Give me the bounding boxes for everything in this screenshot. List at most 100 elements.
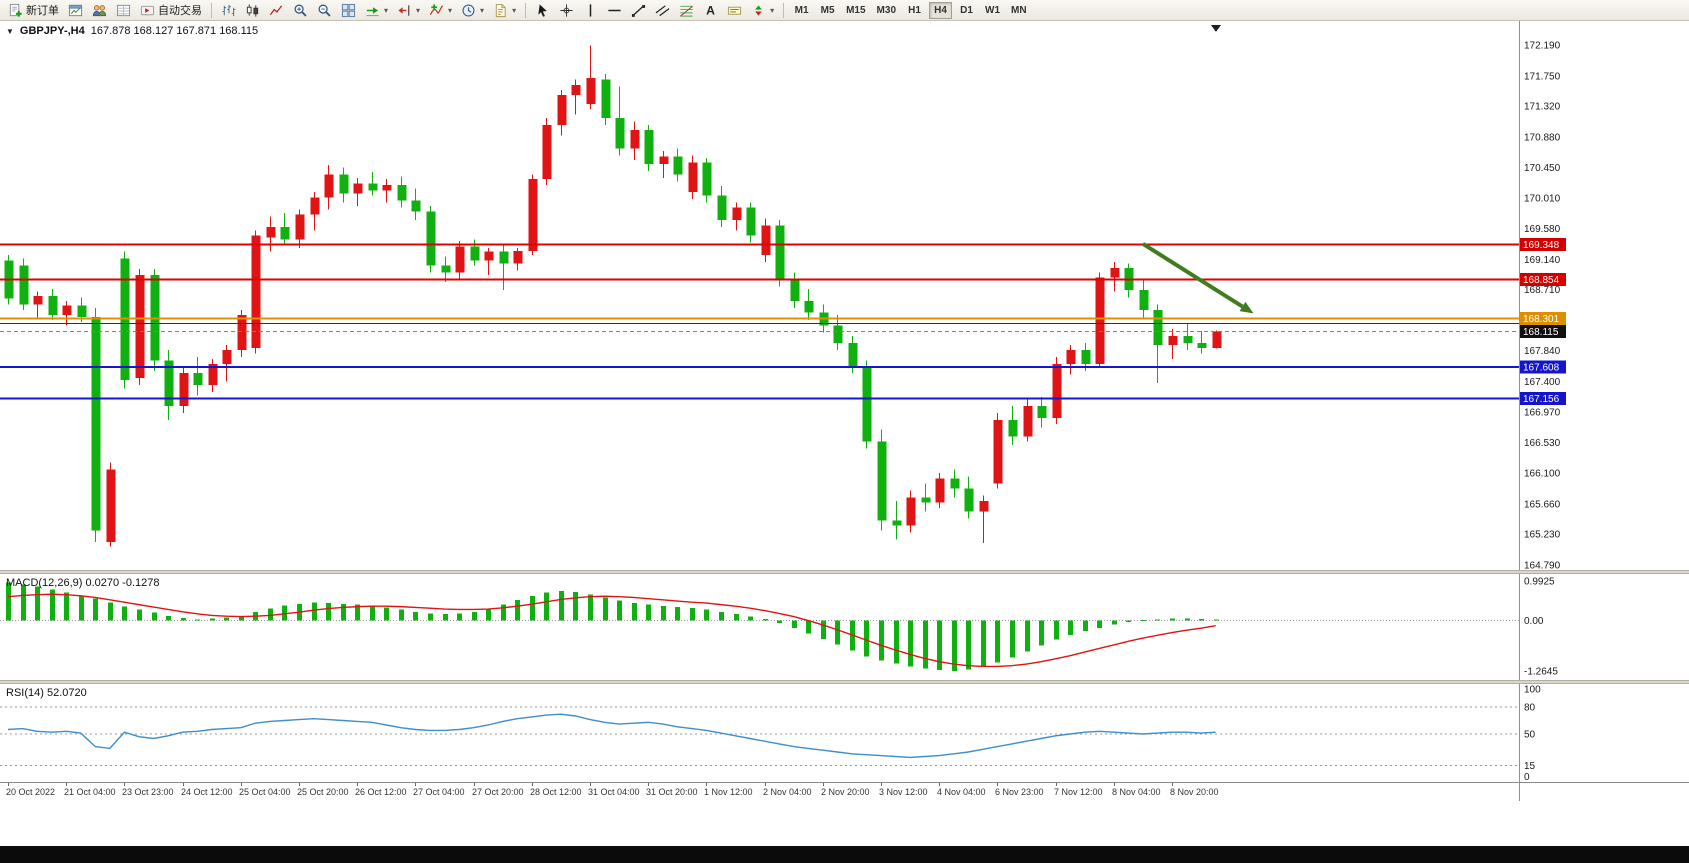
line-chart-button[interactable] [265,1,288,20]
candle-body [906,497,916,526]
chart-shift-marker-icon[interactable] [1211,25,1221,32]
templates-button[interactable]: ▾ [489,1,520,20]
timeframe-m5-button[interactable]: M5 [816,2,839,19]
candle-body [848,342,858,367]
chart-title: ▼ GBPJPY-,H4 167.878 168.127 167.871 168… [6,25,258,37]
candle-body [586,78,596,105]
panel-separator[interactable] [0,680,1689,684]
timeframe-h1-button[interactable]: H1 [903,2,926,19]
candle-body [615,118,625,149]
dropdown-arrow-icon: ▾ [480,5,485,15]
candle-body [1197,342,1207,348]
horizontal-line-icon [607,3,622,18]
crosshair-icon [559,3,574,18]
main-chart[interactable]: 172.190 171.750 171.320 170.880 170.450 170.0… [0,21,1689,570]
auto-scroll-button[interactable]: ▾ [361,1,392,20]
profiles-icon [92,3,107,18]
candle-body [280,227,290,240]
candle-body [193,373,203,386]
text-label-button[interactable] [723,1,746,20]
candle-body [310,197,320,215]
arrows-icon [751,3,766,18]
candle-body [91,316,101,531]
channel-button[interactable] [651,1,674,20]
price-tag-label: 168.301 [1523,314,1560,325]
profiles-button[interactable] [88,1,111,20]
timeframe-m15-button[interactable]: M15 [842,2,869,19]
macd-axis-label: 0.00 [1524,616,1544,627]
autotrading-button[interactable]: 自动交易 [136,1,206,20]
vertical-line-button[interactable] [579,1,602,20]
charts-button[interactable] [64,1,87,20]
chart-shift-icon [397,3,412,18]
rsi-panel[interactable]: 100 80 50 150 [0,684,1689,782]
zoom-in-button[interactable] [289,1,312,20]
candle-body [120,258,130,381]
time-axis[interactable]: 20 Oct 2022 21 Oct 04:00 23 Oct 23:00 24 Oc… [0,782,1689,801]
periods-button[interactable]: ▾ [457,1,488,20]
tile-windows-button[interactable] [337,1,360,20]
candle-body [62,305,72,315]
candle-body [353,183,363,194]
crosshair-button[interactable] [555,1,578,20]
indicators-button[interactable]: ▾ [425,1,456,20]
candle-body [1153,309,1163,346]
text-button[interactable]: A [699,1,722,20]
candle-body [106,469,116,542]
date-label: 2 Nov 20:00 [821,787,870,797]
collapse-icon[interactable]: ▼ [6,26,14,36]
timeframe-h4-button[interactable]: H4 [929,1,952,19]
rsi-axis-label: 15 [1524,761,1536,772]
horizontal-line-button[interactable] [603,1,626,20]
candle-body [179,373,189,407]
price-axis-label: 166.530 [1524,438,1561,449]
zoom-out-button[interactable] [313,1,336,20]
timeframe-w1-button[interactable]: W1 [981,2,1004,19]
data-window-button[interactable] [112,1,135,20]
price-tag-label: 167.608 [1523,362,1560,373]
date-tick [590,783,591,786]
candle-body [484,251,494,261]
new-order-button-label: 新订单 [26,5,59,17]
fibonacci-button[interactable] [675,1,698,20]
price-axis[interactable]: 172.190 171.750 171.320 170.880 170.450 170.0… [1524,41,1561,571]
price-axis-label: 170.010 [1524,194,1561,205]
date-label: 31 Oct 20:00 [646,787,698,797]
candle-body [644,130,654,164]
candlestick-chart-button[interactable] [241,1,264,20]
date-tick [8,783,9,786]
candle-body [1212,331,1222,349]
timeframe-m30-button[interactable]: M30 [873,2,900,19]
candle-body [1095,277,1105,365]
panel-separator[interactable] [0,570,1689,574]
macd-panel[interactable]: 0.9925 0.00 -1.2645 [0,574,1689,680]
price-tag [1520,324,1566,338]
trend-arrow[interactable] [1141,242,1254,314]
date-label: 3 Nov 12:00 [879,787,928,797]
candle-body [1139,290,1149,310]
trendline-button[interactable] [627,1,650,20]
new-order-button[interactable]: 新订单 [4,1,63,20]
date-tick [183,783,184,786]
date-tick [241,783,242,786]
date-tick [357,783,358,786]
zoom-in-icon [293,3,308,18]
timeframe-m1-button[interactable]: M1 [790,2,813,19]
candle-body [339,174,349,194]
candle-body [397,184,407,201]
candle-body [1052,364,1062,419]
price-axis-label: 165.660 [1524,499,1561,510]
cursor-button[interactable] [531,1,554,20]
candle-body [702,162,712,196]
arrows-button[interactable]: ▾ [747,1,778,20]
bar-chart-button[interactable] [217,1,240,20]
chart-shift-button[interactable]: ▾ [393,1,424,20]
tile-windows-icon [341,3,356,18]
date-tick [939,783,940,786]
candle-body [1037,406,1047,419]
price-axis-label: 169.580 [1524,224,1561,235]
timeframe-mn-button[interactable]: MN [1007,2,1031,19]
timeframe-d1-button[interactable]: D1 [955,2,978,19]
price-axis-label: 167.840 [1524,346,1561,357]
